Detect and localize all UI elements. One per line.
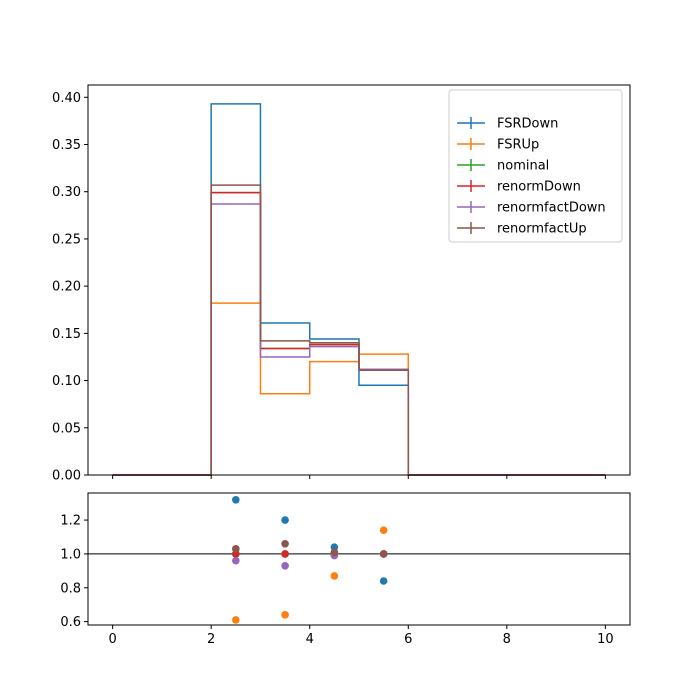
ratio-x-tick-label: 2 (207, 632, 215, 647)
ratio-panel: 0.6 0.8 1.0 1.2 0 2 4 6 8 10 (60, 492, 631, 647)
legend-item-renormDown: renormDown (457, 180, 581, 195)
legend-box (448, 89, 623, 243)
ratio-point (281, 561, 289, 570)
ratio-point (232, 545, 240, 553)
ratio-point (232, 556, 240, 565)
ratio-point (330, 548, 339, 557)
legend-label: FSRUp (497, 138, 539, 153)
ratio-point (379, 550, 388, 558)
legend-item-renormfactDown: renormfactDown (457, 201, 606, 216)
main-y-tick-label: 0.30 (52, 185, 81, 200)
ratio-x-tick-label: 8 (503, 632, 511, 647)
legend-item-FSRDown: FSRDown (457, 117, 558, 132)
ratio-series-renormfactUp (232, 539, 388, 558)
ratio-x-tick-label: 4 (306, 632, 314, 647)
ratio-point (281, 539, 289, 548)
legend-item-FSRUp: FSRUp (457, 138, 539, 153)
ratio-series-FSRUp (232, 526, 388, 624)
ratio-points-group (232, 495, 388, 624)
ratio-point (330, 572, 339, 580)
ratio-axes-frame (87, 492, 631, 626)
legend-label: renormfactDown (497, 201, 606, 216)
main-y-tick-label: 0.10 (52, 374, 81, 389)
ratio-point (281, 611, 289, 619)
legend-label: nominal (497, 159, 549, 174)
ratio-x-tick-label: 0 (108, 632, 116, 647)
legend-label: FSRDown (497, 117, 558, 132)
main-y-tick-label: 0.15 (52, 327, 81, 342)
main-axes-frame (87, 84, 631, 476)
ratio-point (379, 577, 388, 585)
ratio-point (281, 550, 289, 558)
ratio-point (232, 495, 240, 504)
legend-items: FSRDown FSRUp nominal renormDown renormfactD… (457, 117, 606, 237)
ratio-y-ticks: 0.6 0.8 1.0 1.2 (60, 514, 88, 630)
legend-item-renormfactUp: renormfactUp (457, 222, 587, 237)
main-y-tick-label: 0.25 (52, 232, 81, 247)
main-y-ticks: 0.00 0.05 0.10 0.15 0.20 0.25 0.30 0.35 0.40 (52, 91, 88, 484)
legend-item-nominal: nominal (457, 159, 549, 174)
ratio-y-tick-label: 1.2 (60, 514, 81, 529)
legend-label: renormDown (497, 180, 581, 195)
ratio-y-tick-label: 0.8 (60, 581, 81, 596)
legend: FSRDown FSRUp nominal renormDown renormfactD… (448, 89, 623, 243)
main-x-ticks (112, 475, 606, 479)
ratio-point (379, 526, 388, 535)
ratio-x-tick-label: 10 (597, 632, 614, 647)
main-y-tick-label: 0.35 (52, 138, 81, 153)
ratio-x-tick-label: 6 (404, 632, 412, 647)
legend-label: renormfactUp (497, 222, 587, 237)
main-y-tick-label: 0.00 (52, 469, 81, 484)
ratio-point (281, 516, 289, 524)
main-y-tick-label: 0.20 (52, 280, 81, 295)
main-panel: 0.00 0.05 0.10 0.15 0.20 0.25 0.30 0.35 0.40 FSR… (52, 84, 631, 484)
main-y-tick-label: 0.40 (52, 91, 81, 106)
ratio-point (232, 616, 240, 624)
main-y-tick-label: 0.05 (52, 421, 81, 436)
ratio-y-tick-label: 0.6 (60, 615, 81, 630)
ratio-y-tick-label: 1.0 (60, 547, 81, 562)
ratio-x-ticks: 0 2 4 6 8 10 (108, 625, 614, 647)
